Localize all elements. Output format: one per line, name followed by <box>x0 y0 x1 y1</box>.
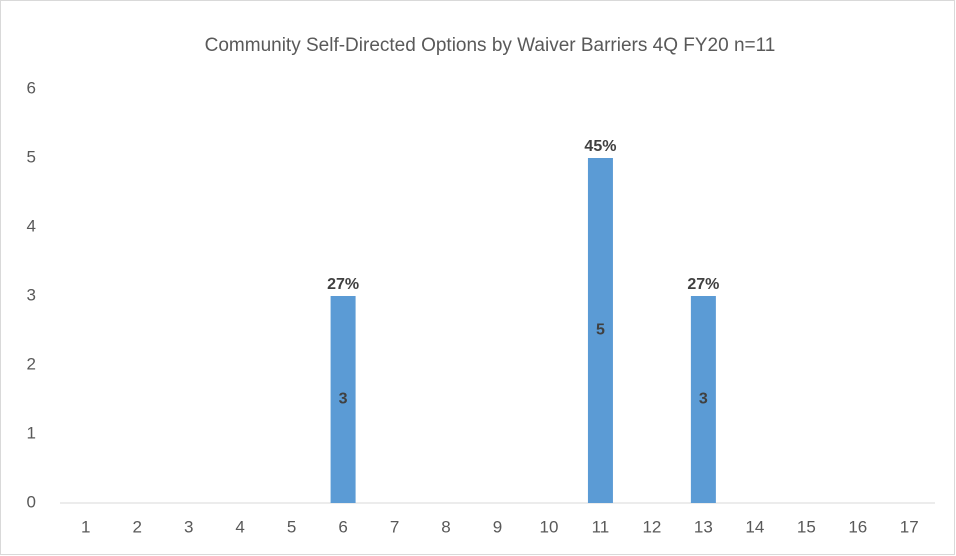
bar-value-label: 3 <box>339 391 348 408</box>
bar <box>587 158 613 503</box>
x-tick-label: 10 <box>540 517 559 536</box>
x-tick-label: 6 <box>338 517 347 536</box>
y-tick-label: 4 <box>27 216 36 235</box>
y-tick-label: 0 <box>27 492 36 511</box>
y-tick-label: 1 <box>27 423 36 442</box>
y-tick-label: 2 <box>27 354 36 373</box>
bar-value-label: 5 <box>596 322 605 339</box>
x-tick-label: 2 <box>132 517 141 536</box>
x-tick-label: 1 <box>81 517 90 536</box>
x-tick-label: 4 <box>235 517 244 536</box>
x-tick-label: 16 <box>848 517 867 536</box>
x-tick-label: 7 <box>390 517 399 536</box>
bar-percent-label: 45% <box>584 138 616 155</box>
y-tick-label: 3 <box>27 285 36 304</box>
x-tick-label: 14 <box>745 517 764 536</box>
bar-value-label: 3 <box>699 391 708 408</box>
x-tick-label: 3 <box>184 517 193 536</box>
y-tick-label: 6 <box>27 78 36 97</box>
x-tick-label: 9 <box>493 517 502 536</box>
x-tick-label: 13 <box>694 517 713 536</box>
x-tick-label: 17 <box>900 517 919 536</box>
x-tick-label: 8 <box>441 517 450 536</box>
x-tick-label: 5 <box>287 517 296 536</box>
x-tick-label: 11 <box>592 517 610 536</box>
bar <box>330 296 356 503</box>
bar <box>690 296 716 503</box>
bar-percent-label: 27% <box>687 276 719 293</box>
y-tick-label: 5 <box>27 147 36 166</box>
chart-title: Community Self-Directed Options by Waive… <box>205 35 776 56</box>
bar-percent-label: 27% <box>327 276 359 293</box>
x-tick-label: 15 <box>797 517 816 536</box>
x-tick-label: 12 <box>642 517 661 536</box>
